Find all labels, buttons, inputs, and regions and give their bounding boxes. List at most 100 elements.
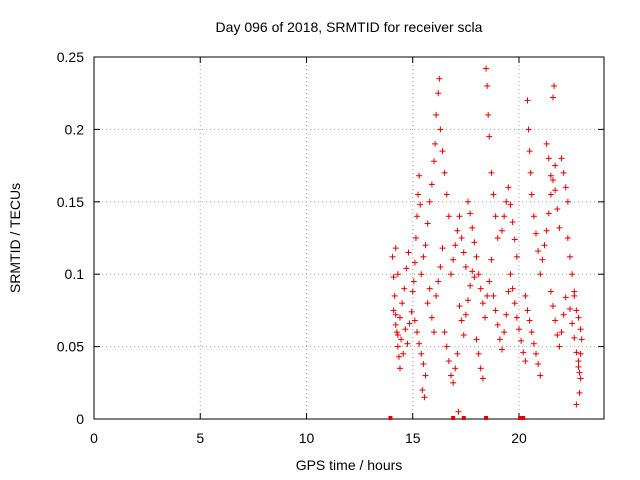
data-point bbox=[575, 314, 582, 321]
data-point bbox=[560, 311, 567, 318]
data-point bbox=[397, 314, 403, 321]
data-point bbox=[525, 126, 532, 133]
data-point bbox=[552, 187, 559, 194]
data-point bbox=[452, 365, 459, 372]
data-point bbox=[410, 278, 417, 285]
data-point bbox=[404, 340, 411, 347]
data-point bbox=[501, 329, 508, 336]
data-point bbox=[576, 389, 583, 396]
data-point bbox=[484, 82, 491, 89]
y-tick-label: 0.15 bbox=[57, 194, 84, 210]
data-point bbox=[437, 263, 444, 270]
data-point bbox=[533, 230, 539, 237]
data-point bbox=[454, 227, 461, 234]
data-point bbox=[426, 198, 433, 205]
x-axis: 0 5 10 15 20 bbox=[90, 57, 527, 446]
data-point bbox=[486, 133, 493, 140]
data-point bbox=[419, 387, 426, 394]
y-tick-label: 0.25 bbox=[57, 49, 84, 65]
y-axis: 0 0.05 0.1 0.15 0.2 0.25 bbox=[57, 49, 604, 427]
data-point bbox=[550, 177, 556, 184]
data-point bbox=[441, 329, 448, 336]
data-point bbox=[522, 358, 529, 365]
data-point bbox=[547, 191, 554, 198]
data-point bbox=[524, 97, 531, 104]
data-point bbox=[485, 111, 492, 118]
data-point bbox=[477, 285, 484, 292]
data-point bbox=[448, 372, 454, 379]
data-point bbox=[516, 326, 522, 333]
data-point bbox=[526, 148, 533, 155]
data-point bbox=[560, 169, 567, 176]
data-point bbox=[503, 198, 510, 205]
x-tick-label: 10 bbox=[299, 430, 315, 446]
data-point bbox=[435, 90, 442, 97]
data-point bbox=[443, 191, 450, 198]
data-point bbox=[522, 292, 529, 299]
data-point bbox=[575, 358, 582, 365]
data-point bbox=[452, 242, 459, 249]
data-point bbox=[412, 235, 419, 241]
data-point bbox=[406, 320, 413, 327]
data-point bbox=[576, 369, 583, 376]
data-point bbox=[479, 300, 486, 307]
y-tick-label: 0.1 bbox=[65, 266, 85, 282]
data-point bbox=[558, 155, 565, 162]
data-point bbox=[473, 336, 480, 343]
data-point bbox=[547, 288, 554, 295]
data-point bbox=[535, 360, 542, 367]
chart-grid bbox=[94, 57, 604, 419]
data-point bbox=[450, 256, 457, 263]
data-point bbox=[394, 271, 401, 278]
data-point bbox=[454, 350, 461, 357]
data-point bbox=[462, 263, 469, 270]
data-point bbox=[558, 329, 565, 336]
data-point bbox=[530, 340, 537, 347]
data-point bbox=[488, 169, 495, 176]
data-point bbox=[488, 256, 495, 263]
data-point bbox=[547, 172, 554, 179]
data-point bbox=[390, 307, 397, 314]
data-point bbox=[513, 253, 520, 260]
data-point bbox=[433, 111, 440, 118]
data-point bbox=[473, 253, 480, 260]
plot-frame bbox=[93, 56, 605, 420]
x-tick-label: 0 bbox=[90, 430, 98, 446]
data-point bbox=[571, 334, 578, 341]
data-point bbox=[550, 303, 556, 310]
bottom-mark bbox=[521, 416, 526, 420]
data-series bbox=[389, 65, 585, 415]
data-point bbox=[414, 329, 420, 336]
data-point bbox=[499, 346, 505, 353]
data-point bbox=[465, 198, 471, 205]
data-point bbox=[501, 213, 508, 220]
data-point bbox=[462, 311, 469, 318]
data-point bbox=[391, 292, 398, 299]
data-point bbox=[511, 236, 518, 243]
data-point bbox=[426, 285, 433, 292]
data-point bbox=[416, 340, 423, 347]
data-point bbox=[436, 75, 443, 82]
data-point bbox=[496, 336, 503, 343]
data-point bbox=[471, 274, 478, 281]
data-point bbox=[469, 268, 476, 275]
data-point bbox=[456, 303, 463, 310]
data-point bbox=[445, 213, 452, 220]
data-point bbox=[417, 201, 424, 208]
data-point bbox=[465, 297, 471, 304]
data-point bbox=[477, 365, 484, 372]
data-point bbox=[575, 363, 582, 370]
data-point bbox=[400, 350, 407, 357]
data-point bbox=[405, 249, 412, 256]
data-point bbox=[571, 292, 578, 299]
data-point bbox=[458, 235, 465, 241]
data-point bbox=[428, 181, 435, 188]
x-axis-label: GPS time / hours bbox=[296, 457, 403, 473]
x-tick-label: 15 bbox=[405, 430, 421, 446]
data-point bbox=[578, 336, 585, 343]
data-point bbox=[526, 317, 533, 324]
data-point bbox=[394, 332, 401, 339]
data-point bbox=[389, 253, 396, 260]
data-point bbox=[482, 314, 488, 321]
